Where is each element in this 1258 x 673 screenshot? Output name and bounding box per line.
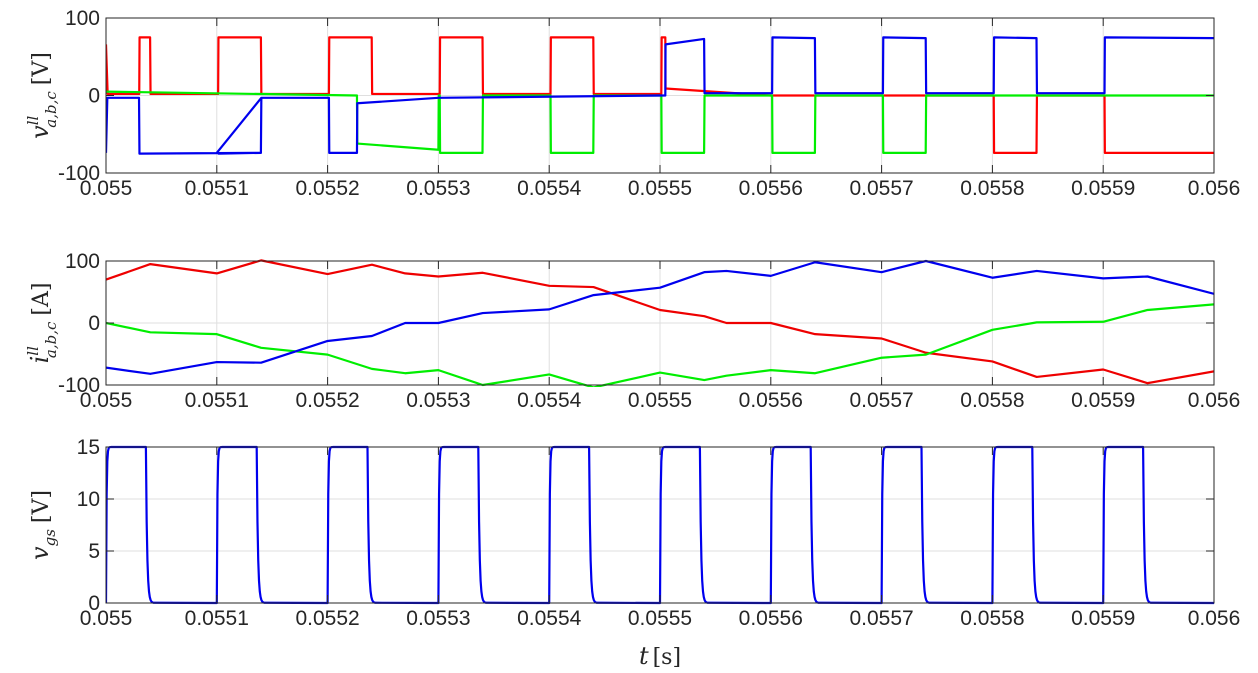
voltage-y-label-sub: a,b,c xyxy=(42,91,60,128)
gate-voltage-x-tick-label: 0.0554 xyxy=(517,607,582,630)
gate-voltage-x-tick-label: 0.0556 xyxy=(739,607,803,630)
gate-voltage-y-tick-label: 10 xyxy=(77,488,100,511)
current-subplot: 0.055 0.0551 0.0552 0.0553 0.0554 0.0555 0.055… xyxy=(24,250,1240,412)
voltage-y-label-symbol: v xyxy=(26,125,54,139)
current-y-tick-label: -100 xyxy=(58,374,100,397)
voltage-y-axis-label: vlla,b,c [V] xyxy=(24,52,60,139)
voltage-y-tick-label: 100 xyxy=(65,7,100,30)
current-y-axis-label: illa,b,c [A] xyxy=(24,283,60,364)
voltage-x-tick-label: 0.0555 xyxy=(628,177,692,200)
voltage-x-tick-label: 0.0557 xyxy=(849,177,913,200)
gate-voltage-x-tick-label: 0.055 xyxy=(80,607,133,630)
current-y-label-symbol: i xyxy=(26,356,54,364)
current-y-tick-label: 0 xyxy=(88,312,100,335)
current-series-1 xyxy=(106,259,1214,385)
voltage-x-tick-label: 0.0553 xyxy=(406,177,470,200)
gate-voltage-x-tick-label: 0.0557 xyxy=(849,607,913,630)
gate-voltage-x-tick-label: 0.0553 xyxy=(406,607,470,630)
gate-voltage-x-tick-label: 0.0555 xyxy=(628,607,692,630)
voltage-y-label-unit: [V] xyxy=(29,52,54,85)
gate-voltage-subplot: 0.055 0.0551 0.0552 0.0553 0.0554 0.0555 0.055… xyxy=(26,436,1240,670)
current-x-tick-label: 0.0552 xyxy=(295,389,359,412)
voltage-x-tick-label: 0.0556 xyxy=(739,177,803,200)
current-x-tick-label: 0.0554 xyxy=(517,389,582,412)
current-series-2 xyxy=(106,303,1214,387)
gate-voltage-y-label-unit: [V] xyxy=(29,490,54,523)
current-y-label-sup: ll xyxy=(24,346,42,356)
x-label-symbol: t xyxy=(639,642,649,670)
x-label-unit: [s] xyxy=(653,645,681,670)
current-x-tick-label: 0.0558 xyxy=(960,389,1024,412)
current-x-tick-label: 0.0555 xyxy=(628,389,692,412)
current-x-tick-label: 0.0556 xyxy=(739,389,803,412)
voltage-y-tick-label: -100 xyxy=(58,162,100,185)
current-y-label-sub: a,b,c xyxy=(42,321,60,358)
gate-voltage-x-tick-label: 0.0559 xyxy=(1071,607,1135,630)
voltage-y-label-sup: ll xyxy=(24,115,42,125)
gate-voltage-x-tick-label: 0.0552 xyxy=(295,607,359,630)
voltage-series-3 xyxy=(106,36,1214,155)
voltage-x-tick-label: 0.055 xyxy=(80,177,133,200)
voltage-x-tick-label: 0.0554 xyxy=(517,177,582,200)
gate-voltage-y-tick-label: 5 xyxy=(88,540,100,563)
gate-voltage-x-tick-label: 0.0551 xyxy=(185,607,249,630)
gate-voltage-x-tick-label: 0.056 xyxy=(1188,607,1241,630)
current-x-tick-label: 0.0557 xyxy=(849,389,913,412)
gate-voltage-y-label-symbol: v xyxy=(26,546,54,560)
x-axis-label: t [s] xyxy=(639,642,681,670)
gate-voltage-y-axis-label: vgs [V] xyxy=(26,490,59,560)
voltage-y-tick-label: 0 xyxy=(88,85,100,108)
gate-voltage-y-tick-label: 0 xyxy=(88,592,100,615)
voltage-x-tick-label: 0.0551 xyxy=(185,177,249,200)
voltage-x-tick-label: 0.0552 xyxy=(295,177,359,200)
current-x-tick-label: 0.0551 xyxy=(185,389,249,412)
gate-voltage-y-tick-label: 15 xyxy=(77,436,100,459)
voltage-subplot: 0.055 0.0551 0.0552 0.0553 0.0554 0.0555 0.055… xyxy=(24,7,1240,200)
current-series-3 xyxy=(106,259,1214,375)
current-x-tick-label: 0.055 xyxy=(80,389,133,412)
current-x-tick-label: 0.056 xyxy=(1188,389,1241,412)
current-y-label-unit: [A] xyxy=(29,283,54,316)
gate-voltage-y-label-sub: gs xyxy=(41,529,59,547)
current-x-tick-label: 0.0553 xyxy=(406,389,470,412)
current-y-tick-label: 100 xyxy=(65,250,100,273)
current-x-tick-label: 0.0559 xyxy=(1071,389,1135,412)
gate-voltage-x-tick-label: 0.0558 xyxy=(960,607,1024,630)
voltage-x-tick-label: 0.0559 xyxy=(1071,177,1135,200)
voltage-x-tick-label: 0.0558 xyxy=(960,177,1024,200)
voltage-x-tick-label: 0.056 xyxy=(1188,177,1241,200)
